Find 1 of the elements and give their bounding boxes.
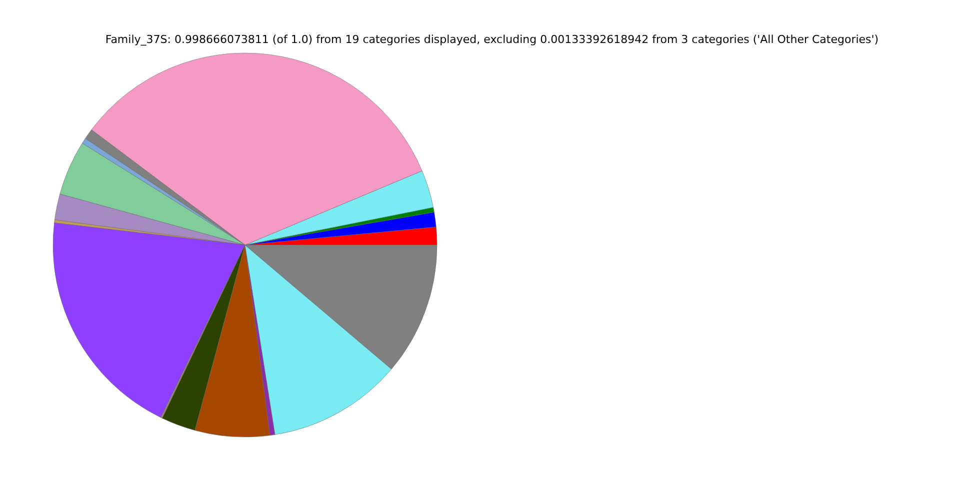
text: Family_37S: 0.998666073811 (of 1.0) from 19 categories displayed, excluding 0.00133392618942 from 3 categories ('All Other Categories') [104, 33, 880, 46]
